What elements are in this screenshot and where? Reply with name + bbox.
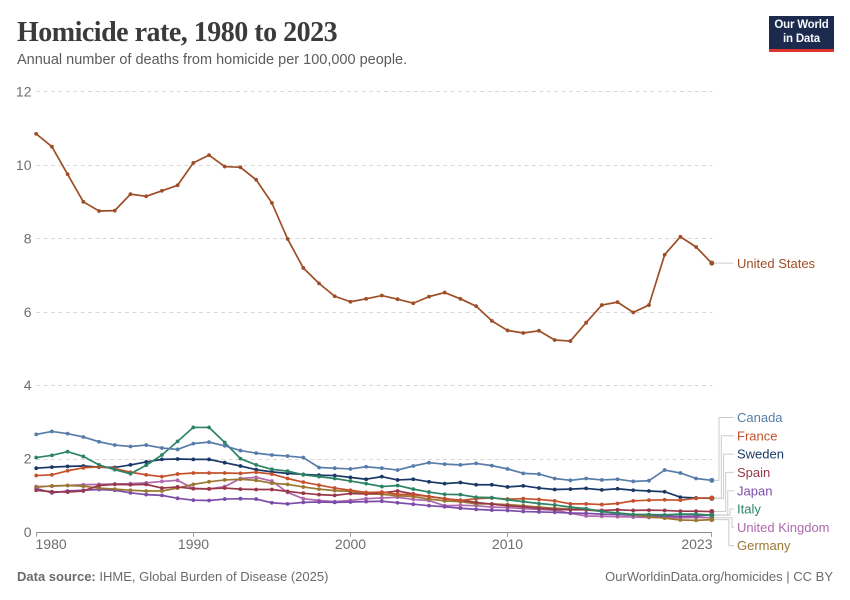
svg-text:2: 2 bbox=[24, 451, 32, 467]
svg-text:1990: 1990 bbox=[178, 536, 209, 552]
svg-text:Spain: Spain bbox=[737, 465, 770, 480]
svg-text:2000: 2000 bbox=[335, 536, 366, 552]
svg-text:1980: 1980 bbox=[36, 536, 67, 552]
svg-text:Canada: Canada bbox=[737, 410, 783, 425]
svg-text:Sweden: Sweden bbox=[737, 447, 784, 462]
svg-text:12: 12 bbox=[16, 83, 32, 99]
svg-text:6: 6 bbox=[24, 304, 32, 320]
svg-text:2023: 2023 bbox=[681, 536, 712, 552]
svg-text:Germany: Germany bbox=[737, 538, 791, 553]
svg-text:France: France bbox=[737, 428, 777, 443]
svg-text:United States: United States bbox=[737, 256, 816, 271]
svg-text:0: 0 bbox=[24, 524, 32, 540]
svg-text:4: 4 bbox=[24, 377, 32, 393]
svg-text:Japan: Japan bbox=[737, 483, 772, 498]
svg-text:United Kingdom: United Kingdom bbox=[737, 520, 830, 535]
svg-text:10: 10 bbox=[16, 157, 32, 173]
svg-text:2010: 2010 bbox=[492, 536, 523, 552]
svg-text:8: 8 bbox=[24, 230, 32, 246]
svg-text:Italy: Italy bbox=[737, 502, 761, 517]
